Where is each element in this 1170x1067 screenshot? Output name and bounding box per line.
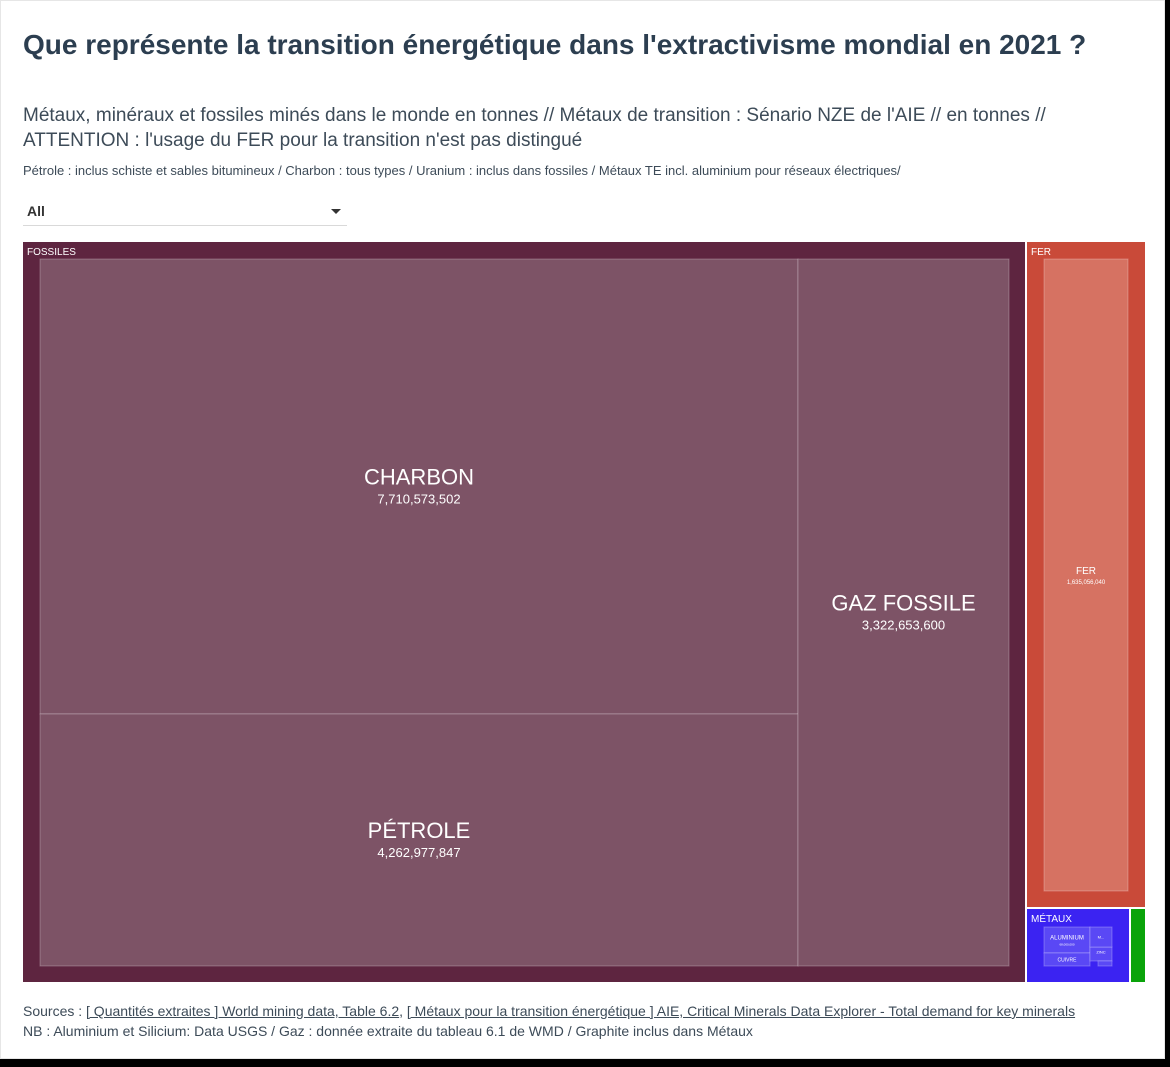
tile-label-zinc: ZINC — [1096, 950, 1105, 955]
sources-nb: NB : Aluminium et Silicium: Data USGS / … — [23, 1023, 753, 1039]
tile-value-fer: 1,635,056,040 — [1067, 580, 1106, 586]
tile-gaz-fossile[interactable] — [797, 258, 1010, 967]
group-label-fer: FER — [1031, 247, 1051, 258]
tile-label-gaz-fossile: GAZ FOSSILE — [831, 590, 975, 615]
treemap-chart: FOSSILES FER MÉTAUX CHARBON 7,710,573,502 PÉT… — [23, 242, 1145, 982]
tile-value-charbon: 7,710,573,502 — [377, 492, 460, 507]
tile-label-cuivre: CUIVRE — [1058, 957, 1078, 963]
sources-line: Sources : [ Quantités extraites ] World … — [23, 1001, 1153, 1021]
tile-label-charbon: CHARBON — [364, 464, 474, 489]
tile-petrole[interactable] — [39, 713, 799, 967]
chart-note: Pétrole : inclus schiste et sables bitum… — [23, 163, 901, 178]
sources-separator: , — [399, 1003, 407, 1019]
tile-label-fer: FER — [1076, 566, 1096, 577]
source-link-iea-critical-minerals[interactable]: [ Métaux pour la transition énergétique … — [406, 1003, 1076, 1019]
tile-label-petrole: PÉTROLE — [368, 818, 471, 843]
tile-label-aluminium: ALUMINIUM — [1050, 935, 1084, 941]
caret-down-icon — [331, 209, 341, 214]
tile-value-petrole: 4,262,977,847 — [377, 845, 460, 860]
tile-value-gaz-fossile: 3,322,653,600 — [862, 618, 945, 633]
sources-footer: Sources : [ Quantités extraites ] World … — [23, 1001, 1153, 1041]
sources-prefix: Sources : — [23, 1003, 87, 1019]
tile-fer[interactable] — [1043, 258, 1129, 892]
chart-title: Que représente la transition énergétique… — [23, 29, 1087, 60]
tile-m[interactable] — [1089, 926, 1113, 948]
group-other[interactable] — [1131, 909, 1145, 982]
category-filter-dropdown[interactable]: All — [23, 199, 347, 226]
tile-value-aluminium: 68,000,000 — [1059, 943, 1074, 947]
tile-label-m: M... — [1098, 934, 1105, 939]
group-label-fossiles: FOSSILES — [27, 247, 76, 258]
source-link-world-mining-data[interactable]: [ Quantités extraites ] World mining dat… — [86, 1003, 400, 1019]
group-label-metaux: MÉTAUX — [1031, 912, 1072, 925]
filter-selected-value: All — [27, 203, 45, 219]
tile-unnamed[interactable] — [1097, 960, 1113, 967]
chart-subtitle: Métaux, minéraux et fossiles minés dans … — [23, 105, 1046, 151]
